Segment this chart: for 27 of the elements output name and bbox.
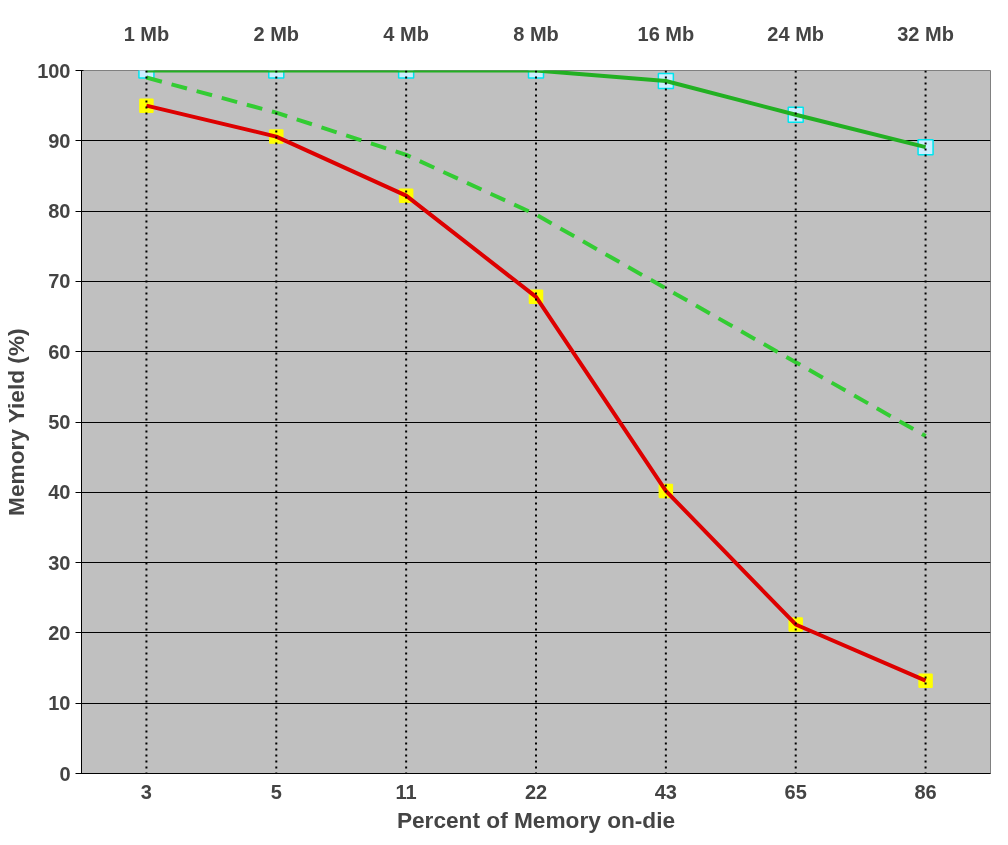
x-tick-label: 43 [654, 780, 677, 803]
x-tick-label: 86 [914, 780, 937, 803]
y-tick-label: 80 [48, 200, 71, 223]
x-axis-title: Percent of Memory on-die [396, 806, 676, 833]
y-tick-label: 50 [48, 411, 71, 433]
x-tick-label: 65 [784, 780, 807, 803]
ref-line-label: 8 Mb [513, 22, 559, 45]
x-tick-label: 5 [270, 780, 282, 803]
ref-line-label: 16 Mb [637, 22, 695, 45]
x-tick-label: 3 [140, 780, 152, 803]
y-tick-label: 70 [48, 270, 71, 293]
y-tick-label: 0 [59, 762, 71, 785]
y-tick-label: 90 [48, 129, 71, 152]
y-tick-label: 100 [37, 59, 71, 82]
y-tick-label: 60 [48, 340, 71, 363]
x-tick-label: 22 [524, 780, 548, 803]
ref-line-label: 24 Mb [767, 22, 825, 45]
y-axis-title: Memory Yield (%) [3, 328, 30, 516]
x-tick-label: 11 [395, 780, 417, 803]
y-tick-label: 40 [48, 481, 71, 504]
ref-line-label: 1 Mb [123, 22, 170, 45]
ref-line-label: 2 Mb [253, 22, 300, 45]
y-tick-label: 20 [48, 621, 71, 644]
y-tick-label: 10 [48, 692, 71, 715]
y-tick-label: 30 [48, 551, 71, 574]
ref-line-label: 4 Mb [383, 22, 429, 45]
ref-line-label: 32 Mb [897, 22, 954, 45]
